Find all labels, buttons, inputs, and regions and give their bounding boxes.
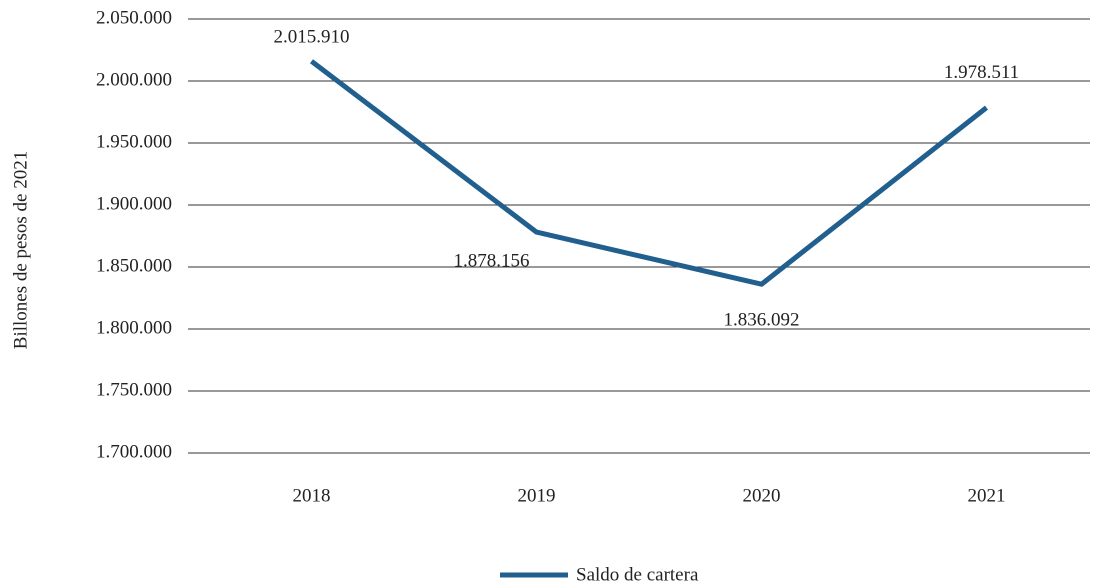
y-tick-label: 1.900.000 <box>96 193 172 214</box>
y-tick-label: 1.850.000 <box>96 255 172 276</box>
y-tick-label: 1.750.000 <box>96 379 172 400</box>
x-tick-label: 2018 <box>293 485 331 506</box>
y-tick-label: 1.700.000 <box>96 441 172 462</box>
data-label: 1.978.511 <box>944 62 1019 83</box>
legend-label: Saldo de cartera <box>576 564 699 585</box>
data-label: 1.878.156 <box>454 250 530 271</box>
data-label: 2.015.910 <box>274 27 350 48</box>
y-tick-label: 1.800.000 <box>96 317 172 338</box>
y-tick-label: 2.000.000 <box>96 69 172 90</box>
x-tick-label: 2019 <box>518 485 556 506</box>
x-tick-label: 2020 <box>743 485 781 506</box>
y-tick-label: 1.950.000 <box>96 131 172 152</box>
y-axis-label: Billones de pesos de 2021 <box>10 151 31 349</box>
data-label: 1.836.092 <box>724 310 800 331</box>
line-series <box>309 59 989 287</box>
x-tick-label: 2021 <box>968 485 1006 506</box>
y-tick-label: 2.050.000 <box>96 7 172 28</box>
